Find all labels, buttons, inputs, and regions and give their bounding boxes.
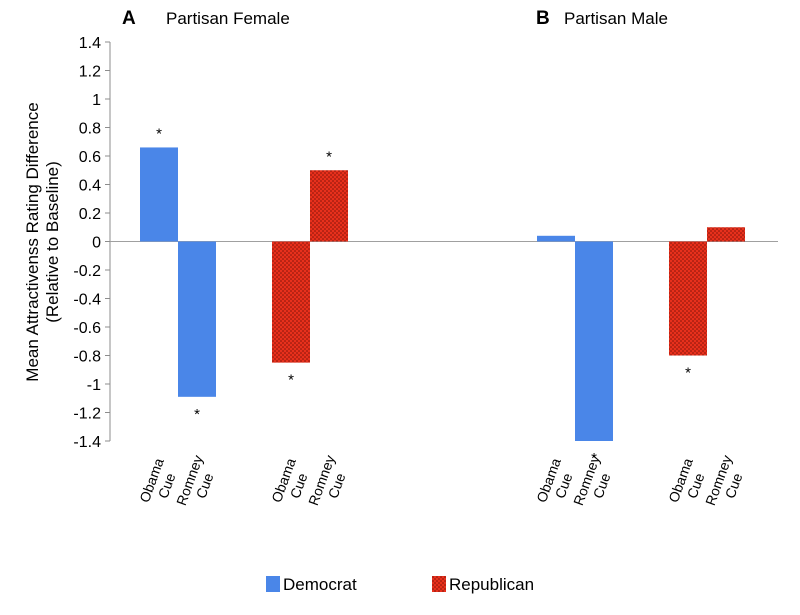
legend-label-democrat: Democrat [283,575,357,594]
y-tick-label: 0.2 [79,206,101,223]
significance-star: * [685,365,691,382]
bar-republican-romney-cue [310,170,348,242]
y-tick-label: -0.6 [73,320,101,337]
legend-item-democrat: Democrat [266,575,357,594]
y-tick-label: -1 [87,377,101,394]
y-tick-label: 0.8 [79,121,101,138]
y-tick-label: 0.6 [79,149,101,166]
bar-republican-romney-cue [707,227,745,242]
legend-swatch-republican [432,576,446,592]
legend-swatch-democrat [266,576,280,592]
significance-star: * [326,148,332,165]
y-tick-label: -0.8 [73,349,101,366]
significance-star: * [591,450,597,467]
y-tick-label: 0 [92,235,101,252]
bar-democrat-obama-cue [537,235,575,242]
y-tick-label: 1.4 [79,35,101,52]
y-tick-label: 1.2 [79,64,101,81]
y-axis-title-line-2: (Relative to Baseline) [43,161,62,323]
panel-a-letter: A [122,8,136,29]
y-axis: 1.4 1.2 1 0.8 0.6 0.4 0.2 0 -0.2 -0.4 -0.6 -0.8 -1 -1… [73,35,778,451]
y-tick-label: 1 [92,92,101,109]
bars [140,147,745,441]
bar-republican-obama-cue [669,241,707,356]
bar-democrat-obama-cue [140,147,178,242]
bar-democrat-romney-cue [575,241,613,441]
y-tick-label: -1.4 [73,434,101,451]
significance-star: * [288,372,294,389]
significance-star: * [194,406,200,423]
legend-label-republican: Republican [449,575,534,594]
y-axis-title-line-1: Mean Attractivenss Rating Difference [23,102,42,381]
bar-republican-obama-cue [272,241,310,363]
panel-a-title: A Partisan Female [122,8,290,29]
panel-b-title: B Partisan Male [536,8,668,29]
legend-item-republican: Republican [432,575,534,594]
panel-b-letter: B [536,8,550,29]
y-tick-label: -1.2 [73,406,101,423]
y-tick-label: -0.2 [73,263,101,280]
y-axis-title: Mean Attractivenss Rating Difference (Re… [23,102,62,381]
significance-star: * [156,125,162,142]
y-tick-label: 0.4 [79,178,101,195]
panel-a-name: Partisan Female [166,9,290,28]
significance-markers: * * * * * * [156,125,691,467]
y-tick-label: -0.4 [73,292,101,309]
legend: Democrat Republican [266,575,534,594]
bar-democrat-romney-cue [178,241,216,397]
panel-b-name: Partisan Male [564,9,668,28]
